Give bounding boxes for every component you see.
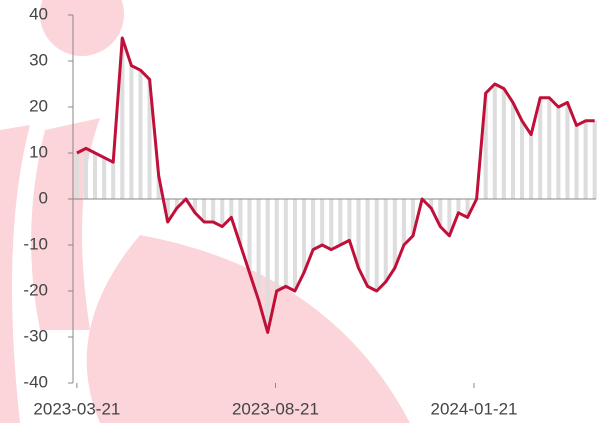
bar <box>365 199 370 287</box>
bar <box>147 79 152 199</box>
bar <box>83 148 89 199</box>
bar <box>301 199 307 273</box>
y-tick-label: -20 <box>23 280 48 299</box>
bar <box>111 162 116 199</box>
bar <box>583 120 588 199</box>
bar <box>592 120 597 199</box>
bar <box>338 199 343 245</box>
bar <box>238 199 243 245</box>
bar <box>156 176 161 199</box>
bar <box>292 199 297 291</box>
watermark <box>0 0 411 423</box>
bar <box>501 88 506 199</box>
bar <box>311 199 316 250</box>
y-tick-label: -10 <box>23 234 48 253</box>
bar <box>93 153 98 199</box>
x-tick-label: 2023-08-21 <box>232 399 319 418</box>
bar <box>202 199 207 222</box>
bar <box>565 102 570 199</box>
bar <box>510 102 515 199</box>
y-tick-label: 20 <box>29 96 48 115</box>
bar <box>74 153 79 199</box>
bar <box>329 199 334 250</box>
bar <box>211 199 216 222</box>
bar <box>374 199 379 291</box>
y-tick-label: 30 <box>29 50 48 69</box>
bar <box>102 157 107 199</box>
bar <box>229 199 234 218</box>
bar <box>247 199 252 273</box>
bar <box>556 107 561 199</box>
bar <box>438 199 443 227</box>
bar <box>410 199 416 236</box>
bar <box>519 120 525 199</box>
bar <box>165 199 170 222</box>
bar <box>192 199 198 213</box>
bar <box>138 70 143 199</box>
bar <box>429 199 434 209</box>
bar <box>356 199 361 268</box>
bar <box>456 199 461 213</box>
x-tick-label: 2023-03-21 <box>33 399 120 418</box>
bar <box>274 199 279 291</box>
bar <box>129 65 134 199</box>
bar <box>547 97 552 199</box>
bar <box>320 199 325 245</box>
bar <box>465 199 470 218</box>
bar <box>383 199 388 282</box>
bar <box>174 199 179 209</box>
line-series <box>76 36 595 334</box>
bar <box>265 199 270 333</box>
y-tick-label: 0 <box>39 188 48 207</box>
y-tick-label: -30 <box>23 326 48 345</box>
bar <box>347 199 352 241</box>
bar <box>538 97 543 199</box>
bar <box>392 199 397 268</box>
bar <box>283 199 288 287</box>
bar <box>256 199 261 301</box>
bar <box>529 134 534 199</box>
bar <box>220 199 225 227</box>
bar <box>492 84 497 199</box>
bar <box>483 93 488 199</box>
bar <box>401 199 406 245</box>
y-tick-label: -40 <box>23 372 48 391</box>
y-tick-label: 10 <box>29 142 48 161</box>
bar <box>120 38 125 199</box>
bar <box>574 125 579 199</box>
bar <box>447 199 452 236</box>
x-tick-label: 2024-01-21 <box>431 399 518 418</box>
y-tick-label: 40 <box>29 4 48 23</box>
